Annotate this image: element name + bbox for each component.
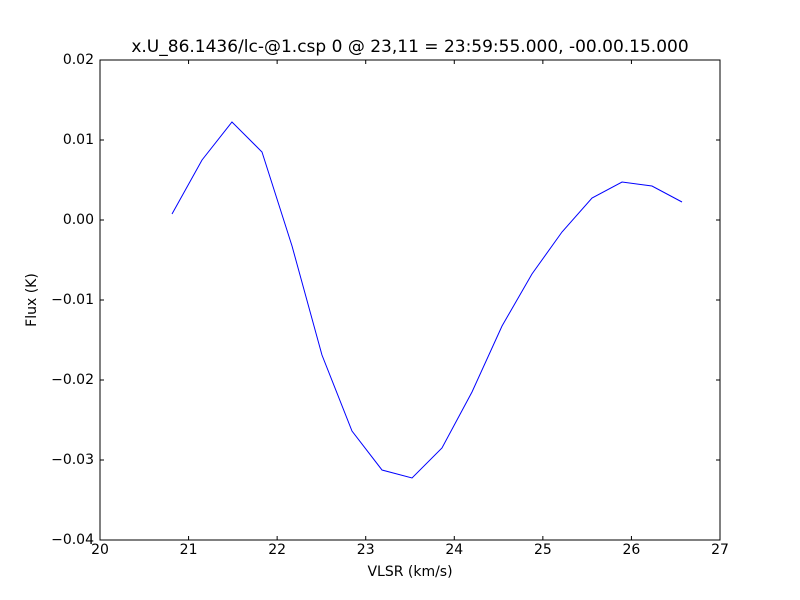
x-tick-label: 26: [623, 542, 641, 558]
x-tick-label: 24: [445, 542, 463, 558]
y-tick-label: −0.03: [51, 452, 94, 468]
y-tick-label: 0.02: [63, 52, 94, 68]
x-tick-label: 25: [534, 542, 552, 558]
x-tick-label: 20: [91, 542, 109, 558]
y-tick-label: −0.02: [51, 372, 94, 388]
x-tick-label: 27: [711, 542, 729, 558]
x-tick-label: 21: [180, 542, 198, 558]
x-tick-label: 22: [268, 542, 286, 558]
chart-title: x.U_86.1436/lc-@1.csp 0 @ 23,11 = 23:59:…: [131, 37, 688, 57]
y-tick-label: −0.04: [51, 532, 94, 548]
y-tick-label: 0.00: [63, 212, 94, 228]
line-series: [171, 121, 683, 479]
x-tick-label: 23: [357, 542, 375, 558]
x-axis-label: VLSR (km/s): [367, 564, 452, 580]
y-tick-label: 0.01: [63, 132, 94, 148]
plot-frame: [99, 59, 721, 541]
y-tick-label: −0.01: [51, 292, 94, 308]
y-axis-label: Flux (K): [24, 273, 40, 327]
